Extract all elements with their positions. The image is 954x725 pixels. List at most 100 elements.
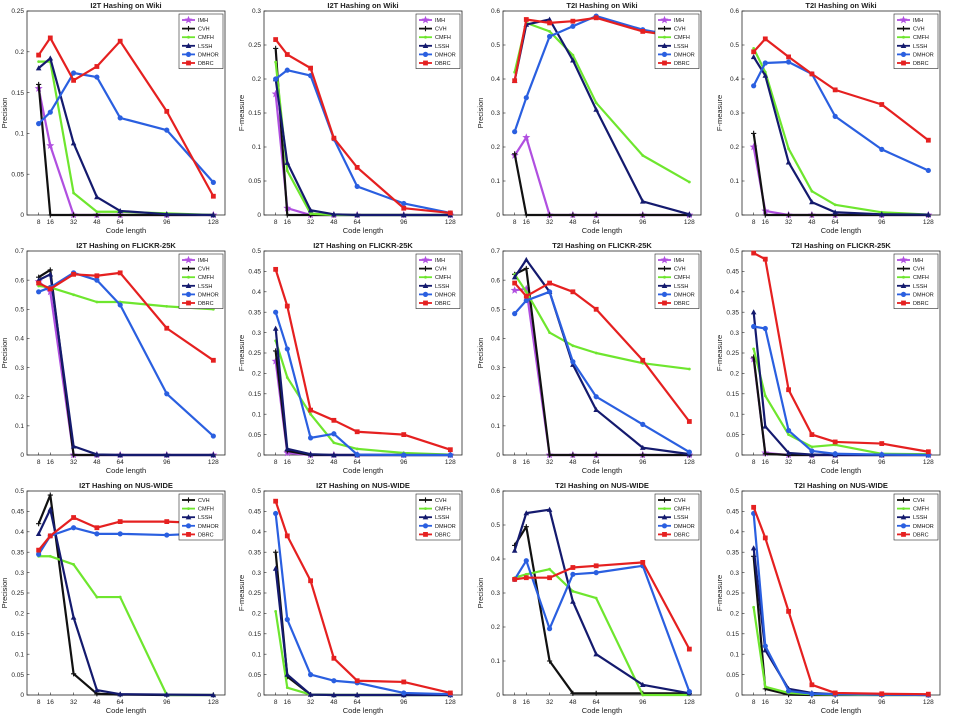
data-point-dmhor	[751, 83, 757, 89]
data-point-dbrc	[762, 256, 768, 262]
y-tick-label: 0.15	[726, 631, 739, 638]
x-tick-label: 32	[307, 459, 315, 466]
legend-marker	[185, 291, 192, 297]
data-point-dbrc	[36, 547, 42, 553]
x-tick-label: 128	[684, 459, 695, 466]
legend-label: LSSH	[435, 284, 449, 290]
legend-label: CVH	[435, 267, 447, 273]
data-point-lssh	[284, 445, 291, 452]
x-tick-label: 48	[93, 459, 101, 466]
data-point-dbrc	[832, 439, 838, 445]
x-axis-label: Code length	[582, 466, 622, 475]
data-point-cvh	[523, 524, 529, 530]
y-axis-label: Precision	[476, 98, 485, 129]
data-point-cvh	[284, 212, 290, 218]
y-tick-label: 0.5	[491, 42, 500, 49]
data-point-lssh	[832, 209, 838, 215]
data-point-dmhor	[785, 427, 792, 434]
y-tick-label: 0.4	[252, 289, 261, 296]
data-point-cmfh	[95, 300, 99, 304]
x-axis-label: Code length	[106, 706, 146, 715]
y-tick-label: 0.25	[248, 42, 261, 49]
data-point-dbrc	[570, 289, 576, 295]
x-tick-label: 64	[354, 699, 362, 706]
data-point-lssh	[210, 452, 217, 458]
data-point-cmfh	[309, 212, 312, 216]
data-point-dbrc	[832, 87, 838, 93]
legend-label: DBRC	[435, 301, 451, 307]
data-point-cvh	[512, 151, 518, 157]
data-point-dmhor	[523, 558, 529, 564]
legend: IMH CVH CMFH LSSH DMHOR DBRC	[415, 253, 461, 309]
data-point-cvh	[70, 212, 77, 218]
data-point-dmhor	[762, 60, 768, 66]
data-point-lssh	[593, 651, 599, 657]
y-tick-label: 0.1	[491, 423, 500, 430]
data-point-dbrc	[640, 357, 646, 363]
x-tick-label: 96	[163, 219, 171, 226]
data-point-cmfh	[752, 605, 756, 609]
chart-title: T2I Hashing on NUS-WIDE	[555, 481, 649, 490]
data-point-dmhor	[785, 59, 792, 65]
legend-marker	[423, 60, 428, 66]
y-tick-label: 0.4	[252, 529, 261, 536]
data-point-dbrc	[832, 690, 838, 696]
data-point-lssh	[639, 444, 646, 450]
data-point-dmhor	[751, 323, 757, 330]
chart-title: T2I Hashing on FLICKR-25K	[791, 241, 891, 250]
data-point-lssh	[511, 547, 518, 553]
data-point-cmfh	[524, 572, 528, 576]
data-point-lssh	[400, 212, 407, 218]
y-tick-label: 0	[257, 212, 261, 219]
legend-label: DMHOR	[198, 292, 219, 298]
data-point-dbrc	[512, 577, 518, 582]
data-point-imh	[271, 356, 280, 365]
data-point-dbrc	[210, 357, 216, 363]
data-point-cmfh	[594, 351, 598, 355]
legend-label: IMH	[198, 258, 208, 264]
x-tick-label: 128	[208, 219, 219, 226]
y-tick-label: 0.1	[730, 411, 739, 418]
data-point-lssh	[210, 212, 217, 218]
legend-marker	[187, 507, 190, 510]
chart-panel-8: 0 0.05 0.1 0.15 0.2 0.25 0.3 0.35 0.4 0.45 0.5 8 16 3…	[715, 241, 941, 475]
legend-marker	[185, 497, 192, 503]
legend-marker	[424, 35, 427, 39]
y-tick-label: 0.5	[491, 522, 500, 529]
data-point-dmhor	[117, 115, 123, 121]
legend-label: DMHOR	[674, 524, 695, 530]
y-tick-label: 0.3	[252, 570, 261, 577]
data-point-dbrc	[879, 102, 885, 107]
data-point-cmfh	[810, 189, 814, 193]
data-point-cvh	[640, 212, 646, 218]
data-point-cmfh	[95, 210, 99, 214]
y-tick-label: 0.3	[491, 365, 500, 372]
legend: CVH CMFH LSSH DMHOR DBRC	[415, 493, 461, 541]
legend-label: DBRC	[198, 301, 214, 307]
legend-marker	[902, 35, 905, 39]
data-point-dmhor	[523, 95, 529, 101]
data-point-lssh	[117, 452, 123, 458]
data-point-dmhor	[94, 531, 100, 537]
x-tick-label: 96	[163, 699, 171, 706]
y-tick-label: 0.4	[491, 336, 500, 343]
legend-marker	[187, 275, 190, 279]
chart-panel-4: 0 0.1 0.2 0.3 0.4 0.5 0.6 8 16 32 48 64 96 128 T2I Has…	[715, 1, 941, 235]
data-point-dbrc	[786, 387, 791, 393]
data-point-dmhor	[447, 452, 453, 458]
data-point-dbrc	[570, 565, 576, 570]
x-tick-label: 48	[808, 699, 816, 706]
data-point-dbrc	[94, 273, 100, 279]
x-axis-label: Code length	[106, 466, 146, 475]
legend-marker	[660, 255, 669, 264]
data-point-lssh	[35, 530, 42, 537]
data-point-dbrc	[570, 18, 576, 24]
data-point-lssh	[639, 681, 646, 687]
legend-marker	[663, 275, 666, 279]
data-point-dbrc	[354, 165, 360, 170]
legend-marker	[422, 51, 429, 58]
x-tick-label: 32	[70, 459, 78, 466]
chart-panel-2: 0 0.05 0.1 0.15 0.2 0.25 0.3 8 16 32 48 64 96 128 I2T …	[237, 1, 463, 235]
data-point-lssh	[307, 691, 314, 697]
x-tick-label: 96	[639, 459, 647, 466]
